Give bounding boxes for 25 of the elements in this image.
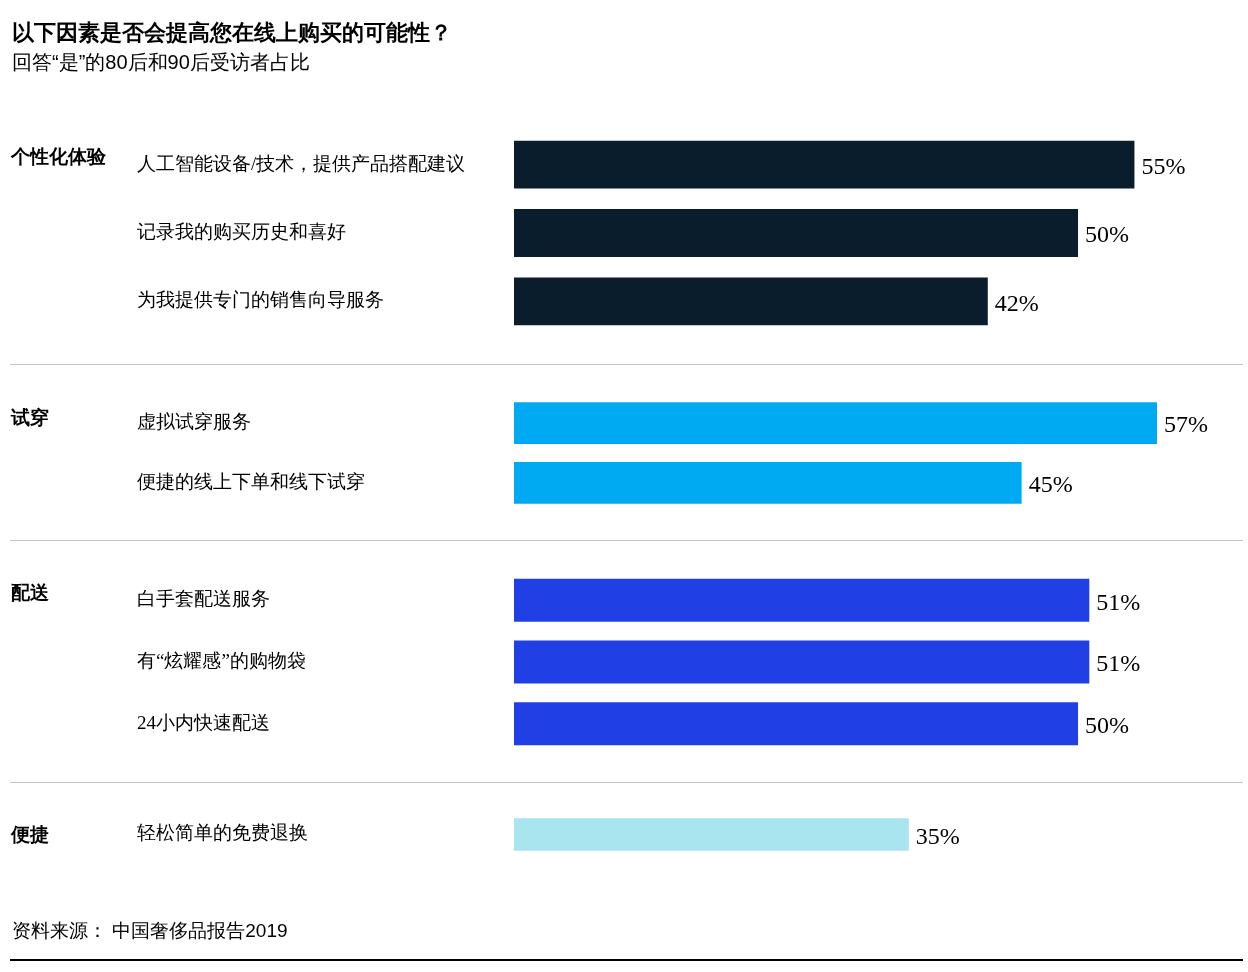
y-tick-label: 便捷的线上下单和线下试穿 (137, 470, 365, 492)
y-tick-label: 白手套配送服务 (137, 588, 270, 610)
y-tick-label: 记录我的购买历史和喜好 (137, 220, 346, 242)
data-label: 51% (1096, 650, 1141, 677)
text: 资料来源： 中国奢侈品报告2019 (10, 914, 1243, 961)
data-label: 50% (1085, 221, 1130, 248)
data-label: 45% (1028, 471, 1073, 498)
data-label: 42% (994, 289, 1039, 316)
data-label: 51% (1096, 588, 1141, 615)
text: 以下因素是否会提高您在线上购买的可能性？ (12, 20, 452, 46)
y-tick-label: 虚拟试穿服务 (137, 411, 251, 433)
y-tick-label: 人工智能设备/技术，提供产品搭配建议 (137, 152, 466, 174)
y-axis-title: 便捷 (11, 822, 49, 847)
y-tick-label: 有“炫耀感”的购物袋 (137, 649, 306, 671)
y-axis-title: 个性化体验 (11, 145, 106, 169)
y-tick-label: 为我提供专门的销售向导服务 (137, 289, 384, 311)
y-axis-title: 配送 (11, 580, 49, 605)
data-label: 55% (1141, 152, 1186, 179)
data-label: 57% (1164, 411, 1208, 438)
data-label: 50% (1085, 712, 1130, 739)
y-tick-label: 轻松简单的免费退换 (137, 822, 308, 844)
y-axis-title: 试穿 (11, 405, 49, 430)
y-tick-label: 24小内快速配送 (137, 711, 270, 733)
text: 回答“是”的80后和90后受访者占比 (12, 50, 310, 74)
data-label: 35% (915, 822, 960, 849)
